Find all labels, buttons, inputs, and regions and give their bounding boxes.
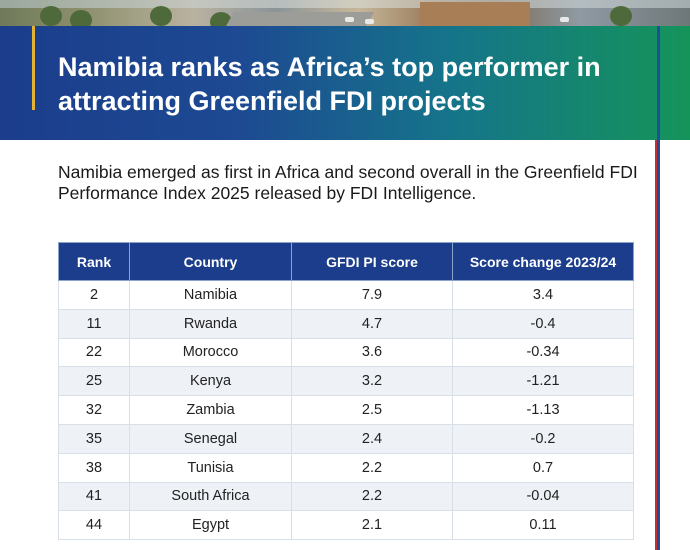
score-cell: 4.7 (291, 308, 453, 339)
column-header-rank: Rank (58, 242, 130, 281)
rank-cell: 41 (58, 481, 130, 512)
table-row: 41 South Africa 2.2 -0.04 (58, 481, 634, 512)
table-row: 25 Kenya 3.2 -1.21 (58, 366, 634, 397)
country-cell: Senegal (129, 423, 292, 454)
table-row: 2 Namibia 7.9 3.4 (58, 280, 634, 310)
rank-cell: 44 (58, 510, 130, 541)
table-row: 22 Morocco 3.6 -0.34 (58, 337, 634, 368)
country-cell: South Africa (129, 481, 292, 512)
score-cell: 2.2 (291, 481, 453, 512)
change-cell: -1.21 (452, 366, 634, 397)
photo-car (365, 19, 374, 24)
score-cell: 3.6 (291, 337, 453, 368)
rank-cell: 38 (58, 452, 130, 483)
photo-car (345, 17, 354, 22)
rank-cell: 32 (58, 395, 130, 425)
country-cell: Rwanda (129, 308, 292, 339)
photo-tree (70, 10, 92, 26)
score-cell: 2.2 (291, 452, 453, 483)
photo-tree (610, 6, 632, 26)
table-row: 32 Zambia 2.5 -1.13 (58, 395, 634, 425)
photo-building (420, 2, 530, 26)
table-body: 2 Namibia 7.9 3.4 11 Rwanda 4.7 -0.4 22 Morocco 3.… (58, 280, 634, 541)
change-cell: -0.34 (452, 337, 634, 368)
page-title: Namibia ranks as Africa’s top performer … (58, 52, 601, 116)
rank-cell: 11 (58, 308, 130, 339)
column-header-country: Country (129, 242, 292, 281)
table-row: 11 Rwanda 4.7 -0.4 (58, 308, 634, 339)
country-cell: Namibia (129, 280, 292, 310)
score-cell: 2.1 (291, 510, 453, 541)
score-cell: 7.9 (291, 280, 453, 310)
intro-paragraph: Namibia emerged as first in Africa and s… (58, 162, 638, 203)
table-row: 44 Egypt 2.1 0.11 (58, 510, 634, 541)
change-cell: -0.04 (452, 481, 634, 512)
country-cell: Tunisia (129, 452, 292, 483)
rank-cell: 35 (58, 423, 130, 454)
photo-sky (0, 0, 690, 8)
column-header-score: GFDI PI score (291, 242, 453, 281)
score-cell: 2.4 (291, 423, 453, 454)
rankings-table-container: Rank Country GFDI PI score Score change … (58, 242, 634, 541)
rank-cell: 2 (58, 280, 130, 310)
title-banner: Namibia ranks as Africa’s top performer … (0, 26, 690, 140)
side-stripe (657, 26, 660, 550)
change-cell: 3.4 (452, 280, 634, 310)
side-stripe (655, 140, 657, 550)
header-photo (0, 0, 690, 26)
change-cell: -0.2 (452, 423, 634, 454)
photo-tree (150, 6, 172, 26)
change-cell: -1.13 (452, 395, 634, 425)
table-row: 35 Senegal 2.4 -0.2 (58, 423, 634, 454)
rank-cell: 22 (58, 337, 130, 368)
score-cell: 2.5 (291, 395, 453, 425)
column-header-change: Score change 2023/24 (452, 242, 634, 281)
country-cell: Egypt (129, 510, 292, 541)
photo-tree (40, 6, 62, 26)
change-cell: 0.7 (452, 452, 634, 483)
photo-car (560, 17, 569, 22)
banner-accent-line (32, 26, 35, 110)
change-cell: -0.4 (452, 308, 634, 339)
table-row: 38 Tunisia 2.2 0.7 (58, 452, 634, 483)
country-cell: Kenya (129, 366, 292, 397)
country-cell: Zambia (129, 395, 292, 425)
rank-cell: 25 (58, 366, 130, 397)
score-cell: 3.2 (291, 366, 453, 397)
rankings-table: Rank Country GFDI PI score Score change … (58, 242, 634, 541)
change-cell: 0.11 (452, 510, 634, 541)
country-cell: Morocco (129, 337, 292, 368)
table-header-row: Rank Country GFDI PI score Score change … (58, 242, 634, 281)
